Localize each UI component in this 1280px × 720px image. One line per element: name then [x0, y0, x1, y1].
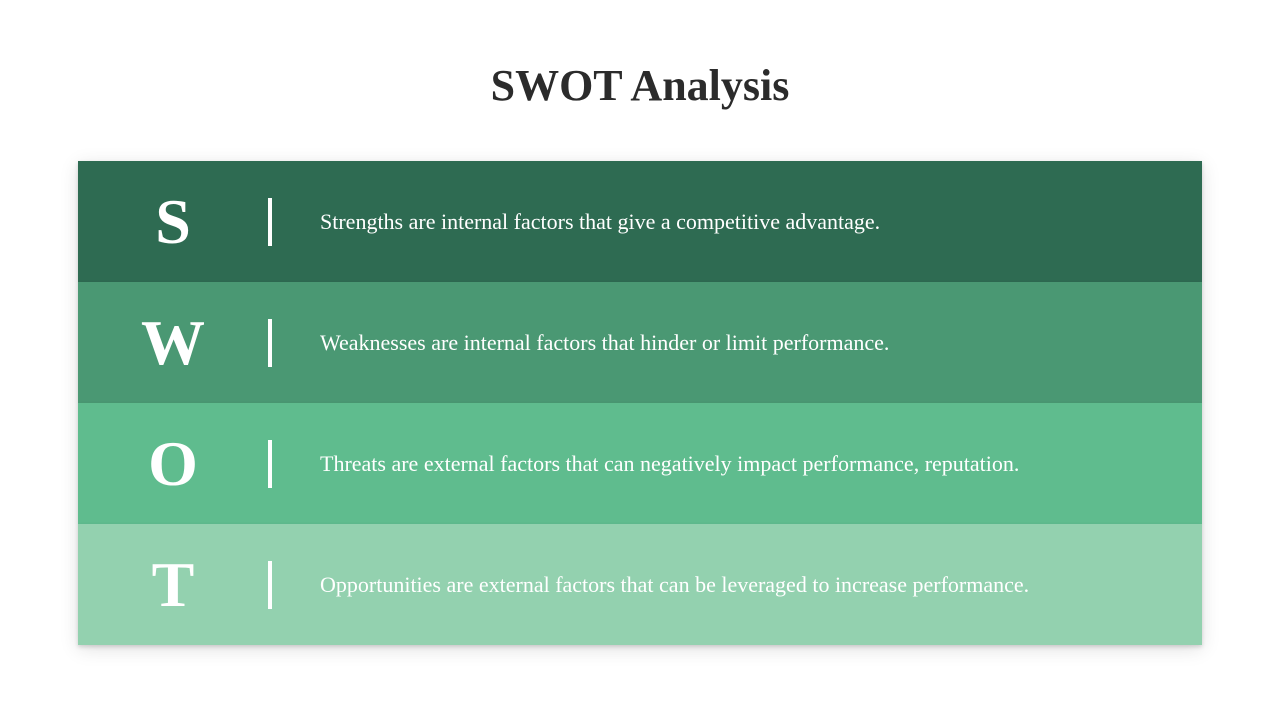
swot-letter: T	[78, 548, 268, 622]
swot-description: Weaknesses are internal factors that hin…	[272, 330, 1202, 356]
swot-row-weaknesses: W Weaknesses are internal factors that h…	[78, 282, 1202, 403]
swot-row-opportunities: O Threats are external factors that can …	[78, 403, 1202, 524]
swot-description: Opportunities are external factors that …	[272, 572, 1202, 598]
swot-row-threats: T Opportunities are external factors tha…	[78, 524, 1202, 645]
swot-description: Strengths are internal factors that give…	[272, 209, 1202, 235]
swot-letter: W	[78, 306, 268, 380]
swot-container: S Strengths are internal factors that gi…	[78, 161, 1202, 645]
swot-description: Threats are external factors that can ne…	[272, 451, 1202, 477]
swot-letter: O	[78, 427, 268, 501]
swot-letter: S	[78, 185, 268, 259]
page-title: SWOT Analysis	[0, 0, 1280, 161]
swot-row-strengths: S Strengths are internal factors that gi…	[78, 161, 1202, 282]
